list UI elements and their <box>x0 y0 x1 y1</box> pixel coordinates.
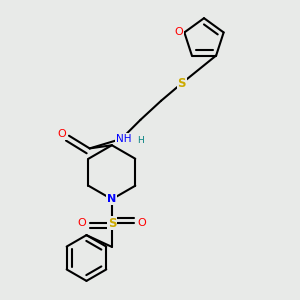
Text: O: O <box>77 218 86 228</box>
Text: S: S <box>178 77 186 90</box>
Text: S: S <box>108 217 116 230</box>
Text: O: O <box>174 27 183 38</box>
Text: O: O <box>58 129 66 139</box>
Text: NH: NH <box>116 134 132 144</box>
Text: H: H <box>137 136 144 145</box>
Text: N: N <box>107 194 116 204</box>
Text: O: O <box>138 218 146 228</box>
